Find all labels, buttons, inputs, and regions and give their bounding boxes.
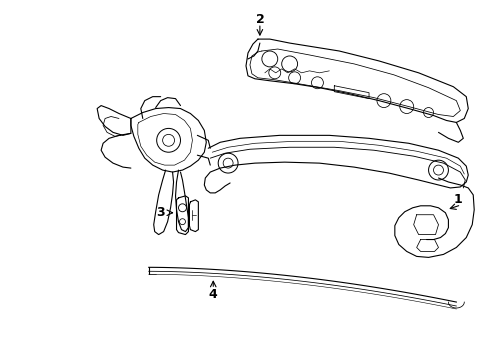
- Text: 3: 3: [156, 206, 164, 219]
- Text: 1: 1: [453, 193, 462, 206]
- Polygon shape: [189, 200, 198, 231]
- Polygon shape: [97, 105, 131, 135]
- Polygon shape: [131, 108, 206, 172]
- Text: 2: 2: [255, 13, 264, 26]
- Text: 4: 4: [208, 288, 217, 301]
- Polygon shape: [176, 196, 188, 235]
- Polygon shape: [245, 39, 468, 122]
